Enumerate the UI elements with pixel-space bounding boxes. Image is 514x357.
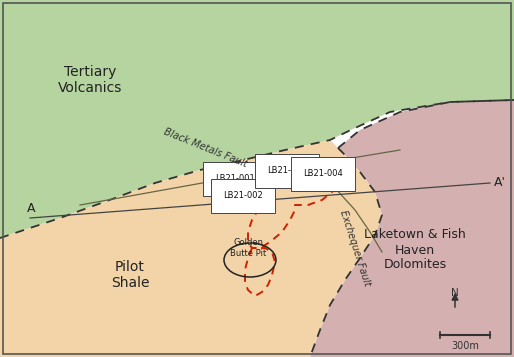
- Text: Laketown & Fish
Haven
Dolomites: Laketown & Fish Haven Dolomites: [364, 228, 466, 272]
- Text: LB21-002: LB21-002: [223, 191, 263, 200]
- Text: 300m: 300m: [451, 341, 479, 351]
- Text: LB21-003: LB21-003: [267, 166, 307, 175]
- Text: LB21-004: LB21-004: [303, 169, 343, 178]
- Polygon shape: [0, 0, 514, 238]
- Text: A': A': [494, 176, 506, 190]
- Text: Pilot
Shale: Pilot Shale: [111, 260, 149, 290]
- Polygon shape: [310, 100, 514, 357]
- Text: Tertiary
Volcanics: Tertiary Volcanics: [58, 65, 122, 95]
- Text: Black Metals Fault: Black Metals Fault: [162, 127, 248, 169]
- Text: Exchequer Fault: Exchequer Fault: [338, 209, 372, 287]
- Text: A: A: [27, 201, 35, 215]
- Text: Golden
Butte Pit: Golden Butte Pit: [230, 238, 266, 258]
- Polygon shape: [0, 140, 382, 357]
- Text: LB21-001: LB21-001: [215, 174, 255, 183]
- Text: N: N: [451, 288, 459, 298]
